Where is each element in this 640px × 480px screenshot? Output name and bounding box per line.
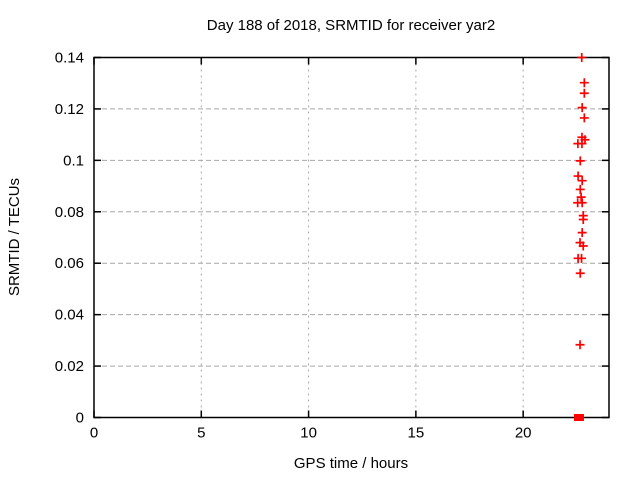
data-point-plus [577, 176, 587, 186]
data-point-plus [577, 253, 587, 263]
x-tick-label: 5 [197, 425, 205, 442]
data-point-plus [573, 171, 583, 181]
data-point-plus [577, 198, 587, 208]
data-point-plus [575, 268, 585, 278]
data-point-square [576, 414, 584, 421]
axis-layer: 0 0.02 0.04 0.06 0.08 0.1 0.12 0.14 0 5 10 15 20 [55, 50, 610, 442]
data-point-plus [577, 139, 587, 149]
data-point-plus [579, 88, 589, 98]
y-tick-label: 0.04 [55, 307, 84, 324]
y-tick-label: 0.1 [63, 152, 84, 169]
data-point-plus [578, 215, 588, 224]
y-tick-label: 0.02 [55, 358, 84, 375]
x-axis-label: GPS time / hours [294, 455, 408, 472]
label-layer: Day 188 of 2018, SRMTID for receiver yar… [6, 17, 495, 472]
y-tick-label: 0.12 [55, 101, 84, 118]
data-point-plus [575, 340, 585, 350]
y-tick-label: 0 [76, 410, 84, 427]
data-point-plus [577, 228, 587, 238]
y-tick-label: 0.08 [55, 204, 84, 221]
data-point-plus [577, 53, 587, 62]
data-point-plus [576, 192, 586, 202]
data-point-plus [579, 113, 589, 123]
chart-title: Day 188 of 2018, SRMTID for receiver yar… [207, 17, 495, 34]
x-tick-label: 15 [408, 425, 425, 442]
x-tick-label: 10 [300, 425, 317, 442]
data-point-plus [575, 184, 585, 194]
x-tick-label: 20 [515, 425, 532, 442]
y-axis-label: SRMTID / TECUs [6, 178, 23, 296]
data-point-plus [578, 241, 588, 251]
x-tick-label: 0 [90, 425, 98, 442]
data-point-plus [575, 156, 585, 166]
grid-layer [94, 57, 609, 418]
data-point-plus [579, 78, 589, 88]
y-tick-label: 0.06 [55, 255, 84, 272]
y-tick-label: 0.14 [55, 50, 84, 67]
plot-border [93, 56, 610, 419]
data-marker-layer [573, 53, 590, 421]
data-point-plus [577, 103, 587, 113]
